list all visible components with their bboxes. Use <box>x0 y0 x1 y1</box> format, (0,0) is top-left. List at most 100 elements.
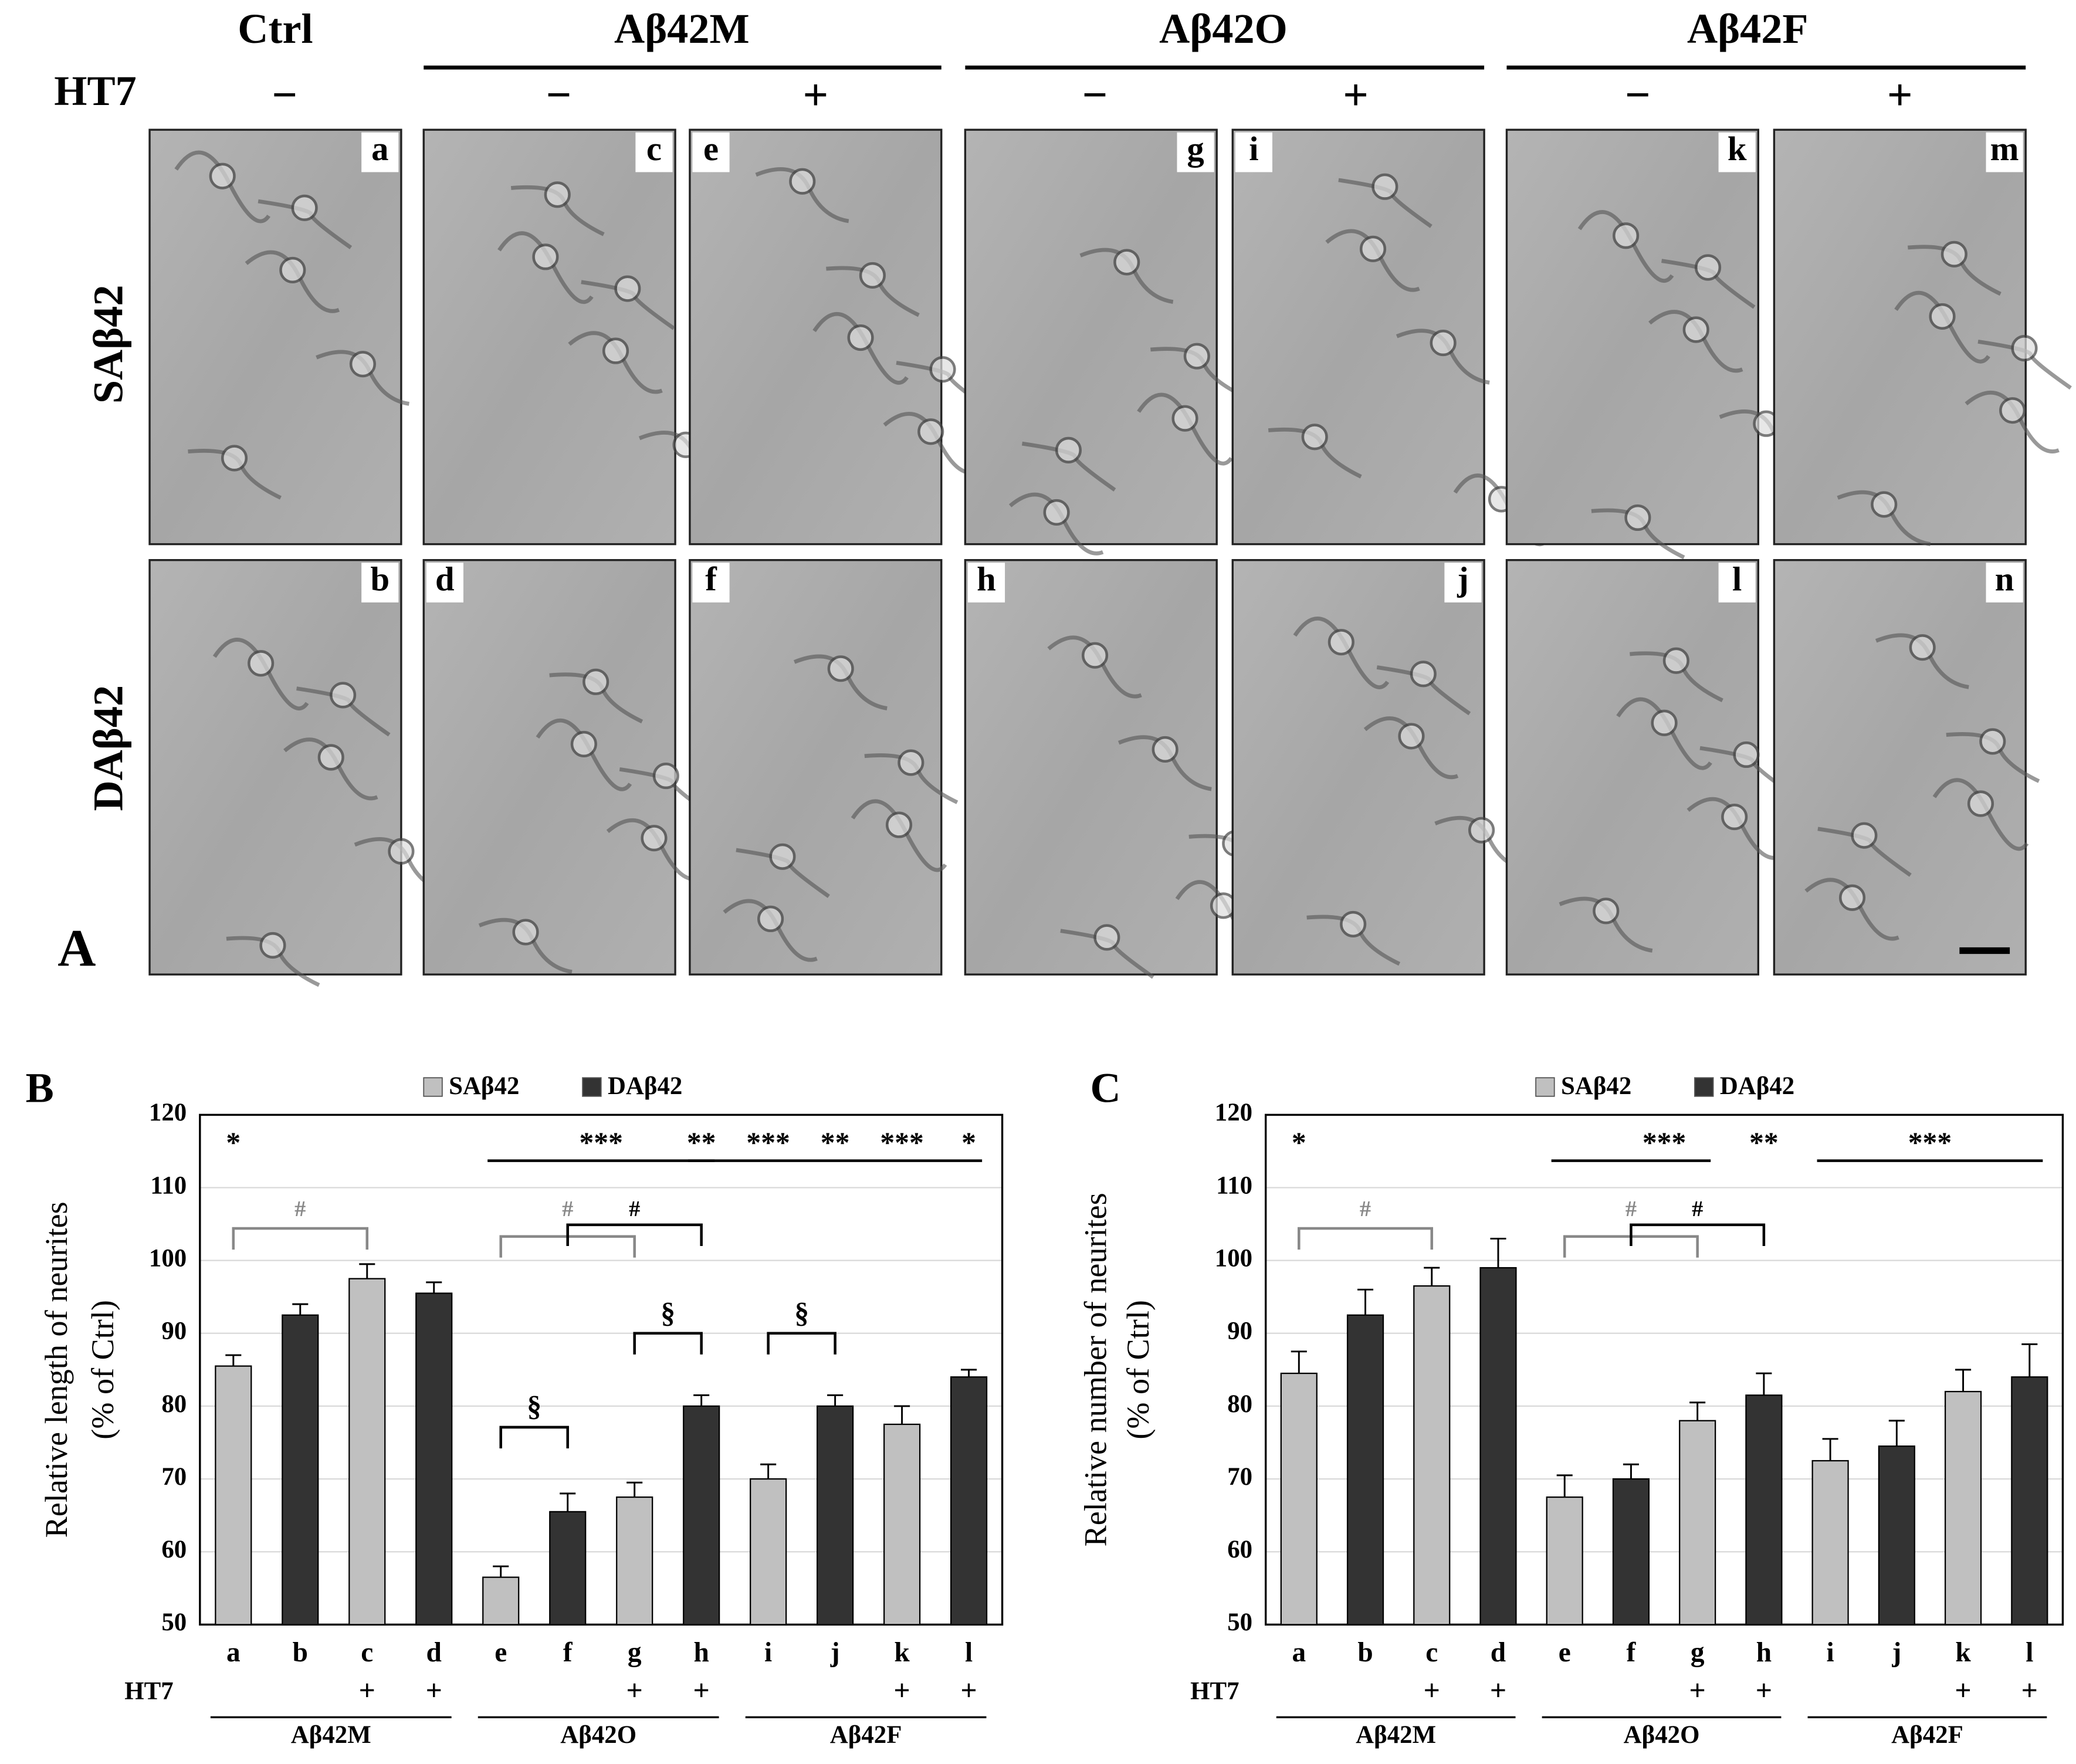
ht7-sign: − <box>1625 70 1651 120</box>
ht7-sign: + <box>893 1674 910 1707</box>
cell-body <box>1662 647 1689 674</box>
error-bar <box>359 1263 375 1279</box>
panel-letter: i <box>1249 130 1258 168</box>
x-tick-label: k <box>894 1637 910 1668</box>
panel-letter-box <box>1718 132 1756 172</box>
cell-body <box>1113 249 1140 276</box>
panel-letter-box <box>692 563 730 602</box>
error-bar <box>225 1354 242 1366</box>
y-tick-label: 110 <box>1216 1172 1252 1199</box>
y-tick-label: 60 <box>1227 1536 1252 1563</box>
x-tick-label: e <box>495 1637 507 1668</box>
annotation: # <box>1625 1197 1637 1221</box>
legend-swatch <box>1694 1077 1714 1097</box>
cell-body <box>1327 629 1354 656</box>
cell-body <box>291 194 318 221</box>
bar <box>348 1278 386 1626</box>
y-tick-label: 70 <box>161 1463 187 1491</box>
x-tick-label: j <box>1891 1637 1901 1668</box>
cell-body <box>1940 241 1967 268</box>
panel-letter-box <box>426 563 463 602</box>
cell-body <box>248 650 275 677</box>
row-label: SAβ42 <box>84 285 131 404</box>
x-tick-label: a <box>1292 1637 1306 1668</box>
significance-bracket <box>767 1332 837 1355</box>
cell-body <box>1999 397 2026 424</box>
cell-body <box>1410 661 1437 688</box>
cell-body <box>1979 728 2006 755</box>
panel-letter: h <box>977 560 996 598</box>
micrograph <box>689 128 943 546</box>
x-tick-label: j <box>830 1637 840 1668</box>
cell-body <box>757 905 784 932</box>
cell-body <box>1359 235 1387 262</box>
error-bar <box>1424 1267 1440 1286</box>
group-label: Aβ42F <box>830 1721 902 1749</box>
cell-body <box>769 843 796 870</box>
ht7-sign: + <box>1424 1674 1440 1707</box>
cell-body <box>1682 316 1709 343</box>
x-tick-label: i <box>1827 1637 1834 1668</box>
bar <box>1679 1420 1716 1626</box>
x-tick-label: l <box>965 1637 973 1668</box>
error-bar <box>426 1281 442 1294</box>
annotation: *** <box>1642 1126 1686 1159</box>
annotation: *** <box>1908 1126 1952 1159</box>
x-tick-label: l <box>2026 1637 2033 1668</box>
cell-body <box>1909 634 1936 661</box>
error-bar <box>1291 1350 1307 1374</box>
cell-body <box>1081 642 1109 669</box>
cell-body <box>570 730 597 758</box>
error-bar <box>1756 1372 1772 1396</box>
panel-letter: f <box>705 560 717 598</box>
cell-body <box>1301 424 1328 451</box>
panel-letter-box <box>1235 132 1272 172</box>
ht7-sign: + <box>1756 1674 1772 1707</box>
ht7-sign: + <box>359 1674 375 1707</box>
cell-body <box>1721 803 1748 831</box>
y-axis-label: Relative number of neurites <box>1078 1193 1113 1546</box>
group-label: Aβ42O <box>1624 1721 1700 1749</box>
error-bar <box>1357 1288 1374 1315</box>
cell-body <box>859 262 886 289</box>
y-axis-label: (% of Ctrl) <box>85 1300 120 1440</box>
cell-body <box>1871 491 1898 518</box>
panel-letter-box <box>1444 563 1482 602</box>
error-bar <box>292 1303 309 1315</box>
y-tick-label: 100 <box>149 1245 187 1272</box>
cell-body <box>2011 335 2038 362</box>
group-label: Ctrl <box>238 5 313 52</box>
group-label: Aβ42O <box>1159 5 1288 52</box>
bar <box>1878 1445 1915 1626</box>
error-bar <box>1888 1420 1905 1447</box>
legend-swatch <box>582 1077 602 1097</box>
cell-body <box>1183 343 1210 370</box>
bar <box>883 1423 921 1626</box>
bar <box>817 1405 854 1626</box>
error-bar <box>1490 1237 1506 1268</box>
y-tick-label: 50 <box>1227 1609 1252 1636</box>
bar <box>415 1292 453 1626</box>
x-tick-label: d <box>1491 1637 1506 1668</box>
annotation: * <box>226 1126 241 1159</box>
significance-bracket <box>1630 1223 1766 1246</box>
y-tick-label: 50 <box>161 1609 187 1636</box>
error-bar <box>827 1394 844 1406</box>
panel-letter-box <box>635 132 673 172</box>
bar <box>750 1478 787 1626</box>
y-tick-label: 90 <box>1227 1318 1252 1345</box>
cell-body <box>1468 817 1495 844</box>
error-bar <box>560 1492 576 1512</box>
cell-body <box>1152 736 1178 763</box>
bar <box>282 1314 319 1626</box>
panel-letter-box <box>361 563 399 602</box>
cell-body <box>652 763 679 790</box>
significance-bracket <box>566 1223 703 1246</box>
ht7-sign: + <box>802 70 828 120</box>
error-bar <box>493 1565 509 1577</box>
panel-letter: l <box>1732 560 1742 598</box>
annotation: *** <box>579 1126 622 1159</box>
bar <box>1745 1394 1783 1626</box>
panel-letter: b <box>370 560 390 598</box>
micrograph <box>1505 559 1760 976</box>
